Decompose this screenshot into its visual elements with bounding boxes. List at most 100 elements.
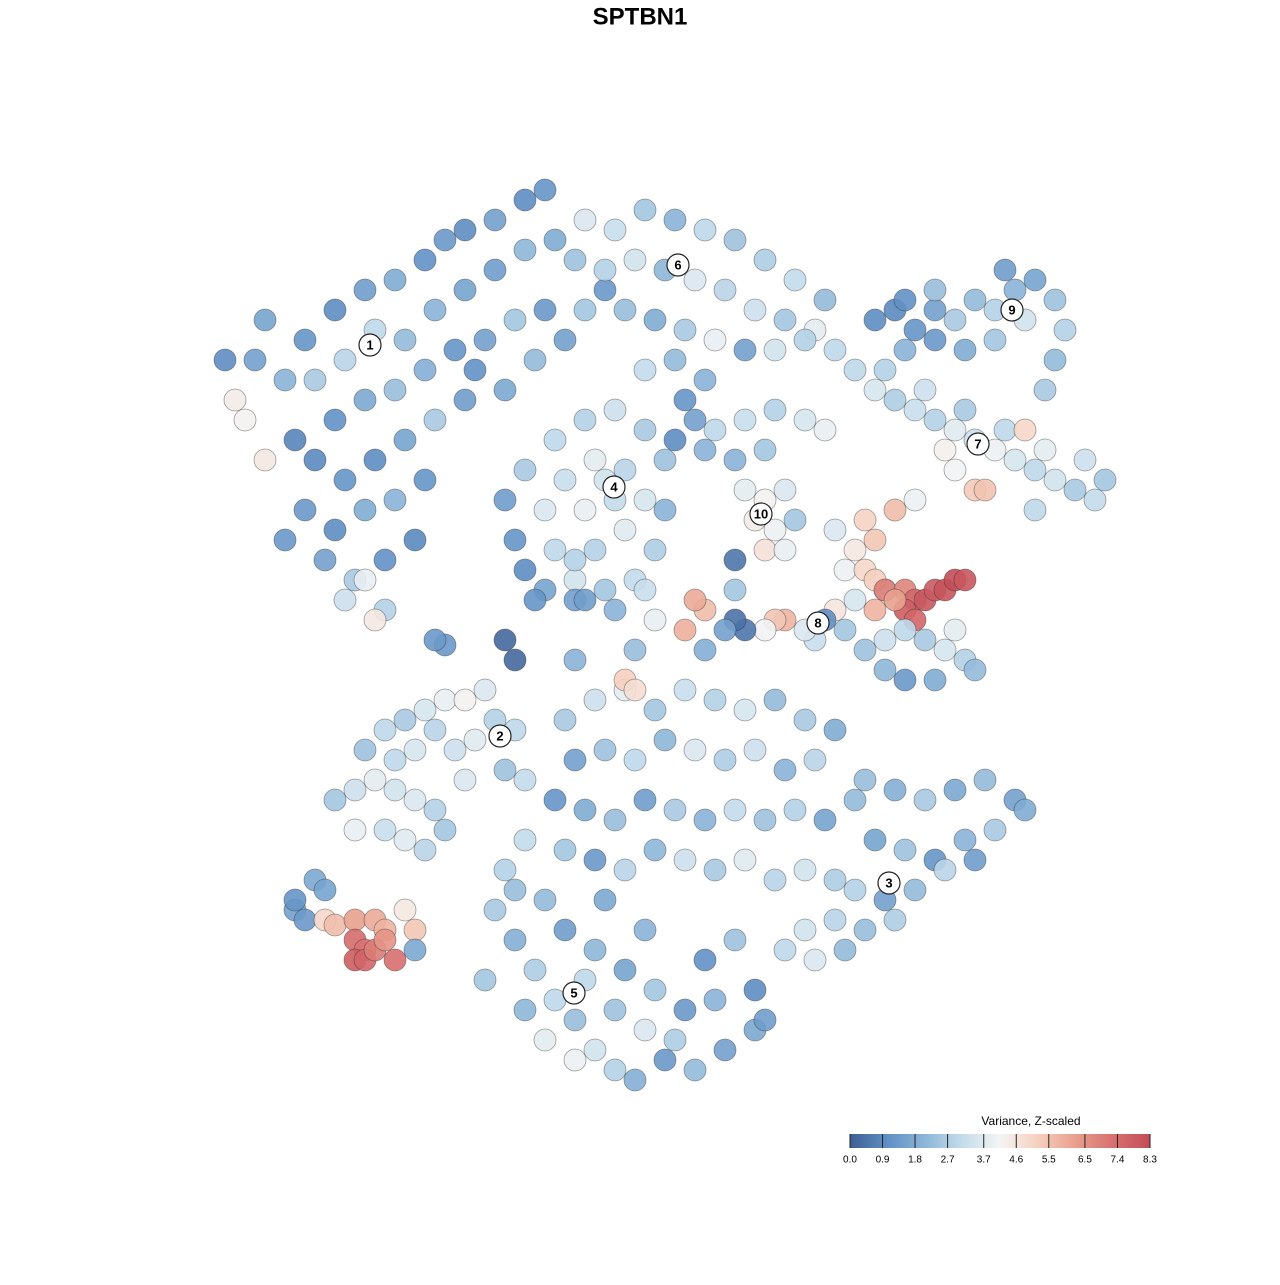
cell-point [873, 628, 897, 652]
cell-point [863, 598, 887, 622]
cell-point [683, 408, 707, 432]
cell-point [603, 218, 627, 242]
cluster-marker [666, 253, 690, 277]
cell-point [353, 498, 377, 522]
cell-point [733, 848, 757, 872]
cell-point [843, 538, 867, 562]
cell-point [1063, 478, 1087, 502]
cell-point [953, 568, 977, 592]
cell-point [513, 768, 537, 792]
cell-point [843, 788, 867, 812]
cell-point [423, 718, 447, 742]
cell-point [373, 718, 397, 742]
cell-point [793, 708, 817, 732]
cell-point [863, 308, 887, 332]
cell-point [863, 378, 887, 402]
colorbar-tick-label: 6.5 [1078, 1155, 1092, 1166]
cell-point [483, 898, 507, 922]
cell-point [793, 918, 817, 942]
colorbar-tick-label: 3.7 [977, 1155, 991, 1166]
cell-point [1013, 798, 1037, 822]
cell-point [613, 298, 637, 322]
cell-point [723, 228, 747, 252]
cell-point [683, 1058, 707, 1082]
cell-point [543, 538, 567, 562]
colorbar: Variance, Z-scaled 0.0 0.9 1.8 2.7 3.7 4.6 5.5… [843, 1114, 1157, 1165]
cell-point [543, 788, 567, 812]
cell-point [653, 498, 677, 522]
cell-point [613, 858, 637, 882]
cell-point [983, 328, 1007, 352]
cell-point [633, 788, 657, 812]
cell-point [213, 348, 237, 372]
cell-point [663, 798, 687, 822]
cluster-marker [749, 502, 773, 526]
cluster-labels: 1 2 3 4 5 6 7 8 9 10 [358, 253, 1024, 1005]
cell-point [523, 348, 547, 372]
cell-point [483, 258, 507, 282]
cell-point [493, 378, 517, 402]
cell-point [803, 748, 827, 772]
cell-point [1083, 488, 1107, 512]
cell-point [293, 908, 317, 932]
cell-point [353, 388, 377, 412]
cell-point [1033, 378, 1057, 402]
cell-point [383, 748, 407, 772]
colorbar-gradient [850, 1134, 1150, 1148]
cell-point [863, 528, 887, 552]
cell-point [413, 468, 437, 492]
cell-point [423, 408, 447, 432]
cell-point [583, 938, 607, 962]
cell-point [333, 468, 357, 492]
cell-point [553, 468, 577, 492]
cell-point [723, 448, 747, 472]
cluster-marker [806, 611, 830, 635]
cell-point [673, 388, 697, 412]
cell-point [813, 808, 837, 832]
cell-point [1003, 448, 1027, 472]
cell-point [733, 478, 757, 502]
cell-point [343, 818, 367, 842]
cell-point [883, 498, 907, 522]
cell-point [873, 358, 897, 382]
cell-point [513, 558, 537, 582]
cell-point [543, 428, 567, 452]
cell-point [433, 688, 457, 712]
cell-point [563, 548, 587, 572]
cell-point [433, 818, 457, 842]
cell-point [873, 658, 897, 682]
colorbar-title: Variance, Z-scaled [981, 1114, 1080, 1128]
cell-point [1073, 448, 1097, 472]
cell-point [843, 358, 867, 382]
cell-point [733, 698, 757, 722]
cell-point [853, 918, 877, 942]
cell-point [393, 428, 417, 452]
cell-point [323, 788, 347, 812]
cell-point [773, 538, 797, 562]
cell-point [883, 588, 907, 612]
cluster-marker [488, 724, 512, 748]
cell-point [833, 618, 857, 642]
cell-point [703, 328, 727, 352]
cell-point [323, 913, 347, 937]
cell-point [763, 338, 787, 362]
cell-point [323, 408, 347, 432]
cell-point [913, 378, 937, 402]
cell-point [703, 858, 727, 882]
cell-point [563, 1008, 587, 1032]
cell-point [773, 308, 797, 332]
cell-point [893, 338, 917, 362]
cell-point [683, 268, 707, 292]
cell-point [653, 448, 677, 472]
cell-point [713, 618, 737, 642]
cell-point [473, 678, 497, 702]
cell-point [733, 408, 757, 432]
cluster-label: 3 [885, 875, 892, 890]
cell-point [893, 618, 917, 642]
cluster-marker [966, 432, 990, 456]
cell-point [903, 398, 927, 422]
cell-point [343, 908, 367, 932]
cell-point [693, 948, 717, 972]
cell-point [973, 478, 997, 502]
cell-point [673, 848, 697, 872]
